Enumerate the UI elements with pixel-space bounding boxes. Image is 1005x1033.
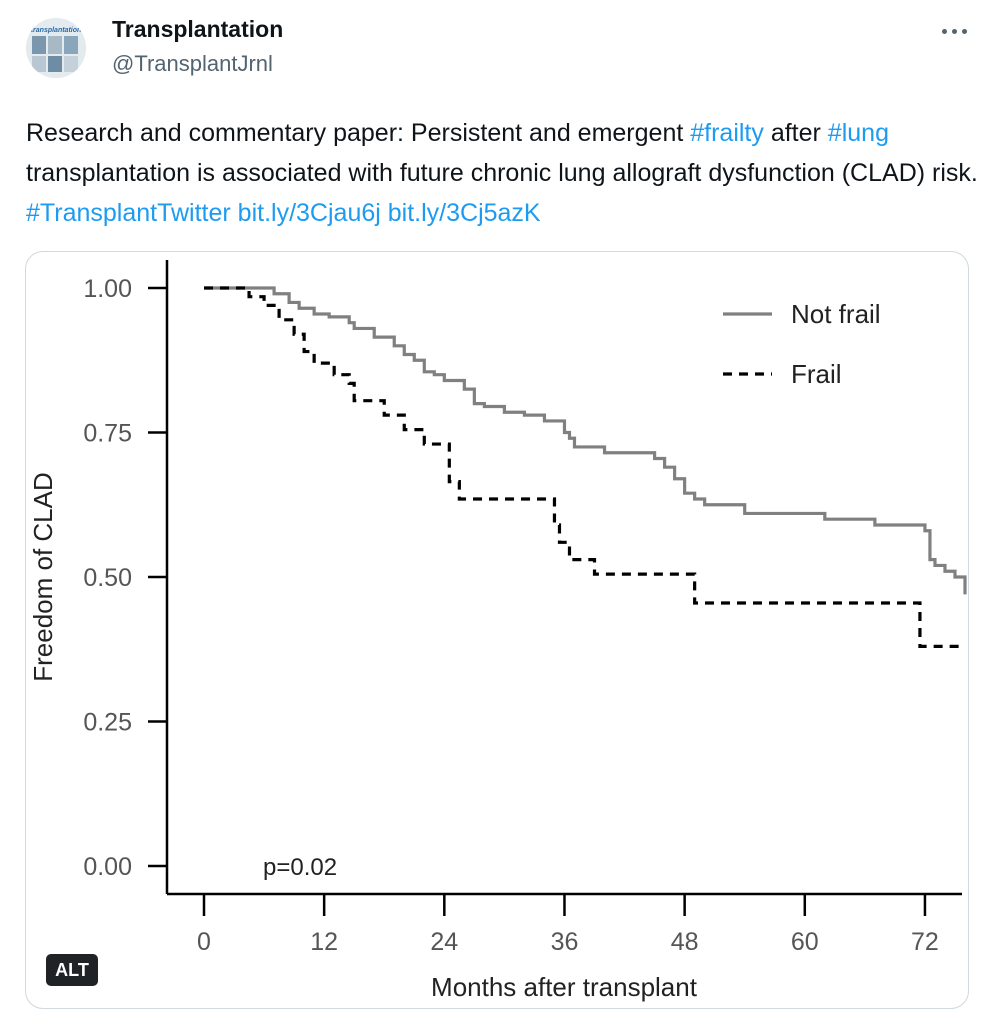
author-name[interactable]: Transplantation — [112, 16, 284, 42]
y-tick-label: 0.75 — [83, 420, 132, 448]
tweet-text-segment — [381, 199, 388, 227]
not-frail-curve — [204, 286, 967, 595]
x-tick-label: 36 — [551, 928, 579, 956]
legend-label: Frail — [791, 359, 842, 389]
tweet-text-segment: Research and commentary paper: Persisten… — [26, 119, 691, 147]
x-tick-label: 12 — [310, 928, 338, 956]
x-axis-label: Months after transplant — [431, 972, 698, 1002]
p-value-annotation: p=0.02 — [263, 854, 337, 881]
tweet-media[interactable]: 0.00 0.25 0.50 0.75 1.00 0 12 24 36 48 60 72 Months … — [25, 251, 969, 1009]
x-tick-label: 72 — [911, 928, 939, 956]
author-handle[interactable]: @TransplantJrnl — [112, 51, 273, 76]
legend-label: Not frail — [791, 299, 881, 329]
hashtag-link[interactable]: #TransplantTwitter — [26, 199, 231, 227]
y-tick-label: 1.00 — [83, 275, 132, 303]
x-tick-label: 0 — [197, 928, 211, 956]
y-tick-label: 0.25 — [83, 709, 132, 737]
avatar[interactable]: transplantation — [26, 18, 86, 78]
hashtag-link[interactable]: #lung — [827, 119, 889, 147]
km-chart: 0.00 0.25 0.50 0.75 1.00 0 12 24 36 48 60 72 Months … — [28, 260, 967, 1002]
x-tick-label: 24 — [430, 928, 458, 956]
alt-text-button[interactable]: ALT — [46, 954, 98, 986]
y-tick-label: 0.00 — [83, 853, 132, 881]
x-tick-label: 48 — [671, 928, 699, 956]
y-axis-label: Freedom of CLAD — [28, 472, 58, 682]
x-tick-label: 60 — [791, 928, 819, 956]
hashtag-link[interactable]: #frailty — [690, 119, 764, 147]
y-tick-label: 0.50 — [83, 564, 132, 592]
tweet-text-segment: after — [763, 119, 828, 147]
url-link[interactable]: bit.ly/3Cj5azK — [387, 199, 541, 227]
tweet-text-segment: transplantation is associated with futur… — [26, 159, 978, 187]
avatar-logo-text: transplantation — [31, 27, 82, 34]
frail-curve — [204, 286, 965, 648]
tweet-text-segment — [231, 199, 238, 227]
url-link[interactable]: bit.ly/3Cjau6j — [237, 199, 381, 227]
tweet-text: Research and commentary paper: Persisten… — [26, 113, 986, 233]
more-options-icon[interactable] — [938, 16, 972, 46]
